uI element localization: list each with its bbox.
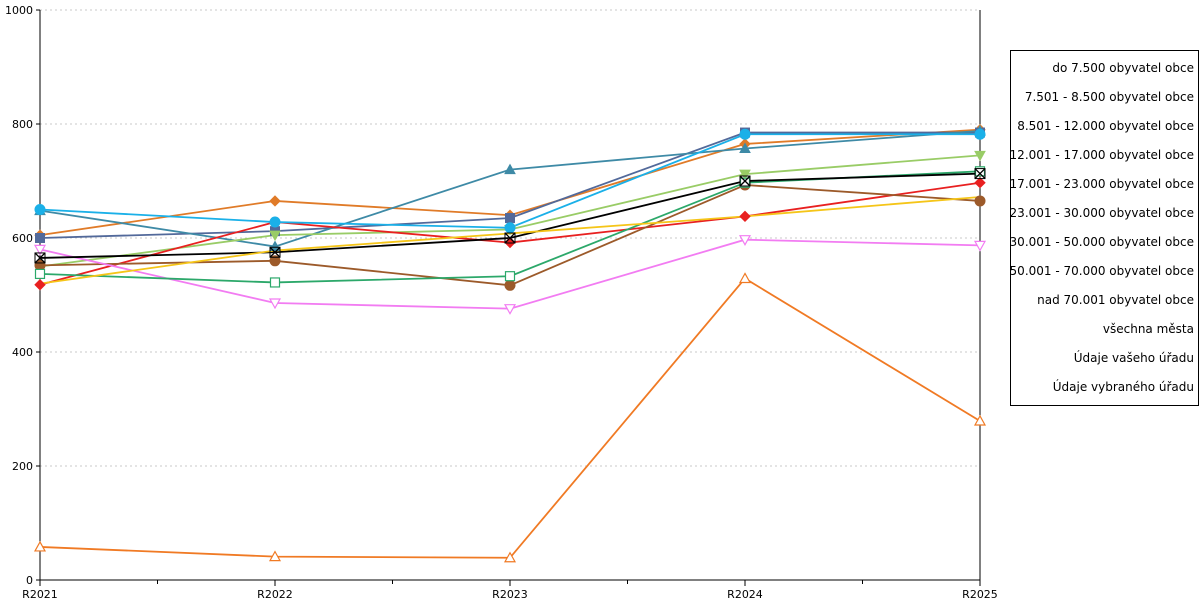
data-point xyxy=(269,216,281,228)
y-tick-label: 600 xyxy=(12,232,33,245)
x-tick-label: R2024 xyxy=(727,588,763,600)
legend-item: Údaje vybraného úřadu xyxy=(1052,380,1194,394)
y-tick-label: 200 xyxy=(12,460,33,473)
series-lines xyxy=(39,128,981,559)
data-point xyxy=(269,246,281,258)
data-point xyxy=(35,233,45,243)
data-point xyxy=(974,195,986,207)
data-point xyxy=(34,279,46,291)
legend-item: 23.001 - 30.000 obyvatel obce xyxy=(1009,206,1194,220)
series-markers-group xyxy=(34,168,986,264)
x-tick-label: R2022 xyxy=(257,588,293,600)
data-point-stroke xyxy=(34,252,46,264)
data-point xyxy=(739,128,751,140)
y-tick-label: 0 xyxy=(26,574,33,587)
data-point xyxy=(504,222,516,234)
data-point-stroke xyxy=(739,175,751,187)
legend-item: 12.001 - 17.000 obyvatel obce xyxy=(1009,148,1194,162)
legend-item: 30.001 - 50.000 obyvatel obce xyxy=(1009,235,1194,249)
y-tick-label: 1000 xyxy=(5,4,33,17)
data-point xyxy=(33,244,47,256)
y-tick-label: 400 xyxy=(12,346,33,359)
y-tick-labels: 0 200 400 600 800 1000 xyxy=(5,4,33,587)
legend-item: 7.501 - 8.500 obyvatel obce xyxy=(1024,90,1194,104)
series-markers-group xyxy=(34,128,986,234)
x-tick-label: R2025 xyxy=(962,588,998,600)
data-point xyxy=(504,271,516,282)
data-point xyxy=(739,142,751,154)
legend-item: 8.501 - 12.000 obyvatel obce xyxy=(1017,119,1194,133)
series-markers xyxy=(33,123,987,563)
data-point xyxy=(503,304,517,315)
data-point xyxy=(269,195,281,207)
data-point-stroke xyxy=(739,175,751,187)
data-point xyxy=(34,204,46,215)
data-point xyxy=(268,298,282,310)
y-tick-label: 800 xyxy=(12,118,33,131)
data-point xyxy=(504,232,516,244)
data-point xyxy=(739,210,751,223)
x-tick-label: R2023 xyxy=(492,588,528,600)
data-point xyxy=(739,175,751,187)
data-point-stroke xyxy=(269,246,281,258)
series-markers-group xyxy=(33,235,987,315)
data-point xyxy=(505,213,515,224)
legend-item: všechna města xyxy=(1102,322,1194,336)
data-point xyxy=(33,540,47,552)
data-point xyxy=(269,277,281,288)
data-point-stroke xyxy=(504,232,516,244)
data-point-stroke xyxy=(34,252,46,264)
x-tick-label: R2021 xyxy=(22,588,58,600)
data-point xyxy=(974,177,986,189)
data-point xyxy=(739,169,751,181)
x-tick-labels: R2021 R2022 R2023 R2024 R2025 xyxy=(22,588,998,600)
series-line xyxy=(39,277,981,559)
data-point-stroke xyxy=(504,232,516,244)
data-point xyxy=(269,230,281,242)
data-point-stroke xyxy=(974,168,986,180)
data-point xyxy=(503,551,517,563)
data-point xyxy=(268,550,282,562)
legend-item: do 7.500 obyvatel obce xyxy=(1052,61,1194,75)
data-point xyxy=(738,272,752,284)
data-point xyxy=(974,128,986,140)
data-point xyxy=(973,240,987,252)
axes xyxy=(36,9,981,586)
data-point-stroke xyxy=(974,168,986,180)
data-point xyxy=(504,163,516,175)
data-point xyxy=(504,279,516,291)
data-point xyxy=(34,268,46,280)
legend-item: 17.001 - 23.000 obyvatel obce xyxy=(1009,177,1194,191)
data-point xyxy=(34,252,46,264)
legend-item: 50.001 - 70.000 obyvatel obce xyxy=(1009,264,1194,278)
data-point xyxy=(973,414,987,426)
data-point xyxy=(738,235,752,246)
series-markers-group xyxy=(33,272,987,563)
legend: do 7.500 obyvatel obce 7.501 - 8.500 oby… xyxy=(1010,50,1199,406)
legend-item: nad 70.001 obyvatel obce xyxy=(1037,293,1194,307)
data-point xyxy=(974,150,986,162)
data-point-stroke xyxy=(269,246,281,258)
data-point xyxy=(974,168,986,180)
data-point xyxy=(269,255,281,267)
legend-item: Údaje vašeho úřadu xyxy=(1073,351,1194,365)
data-point xyxy=(269,240,281,252)
